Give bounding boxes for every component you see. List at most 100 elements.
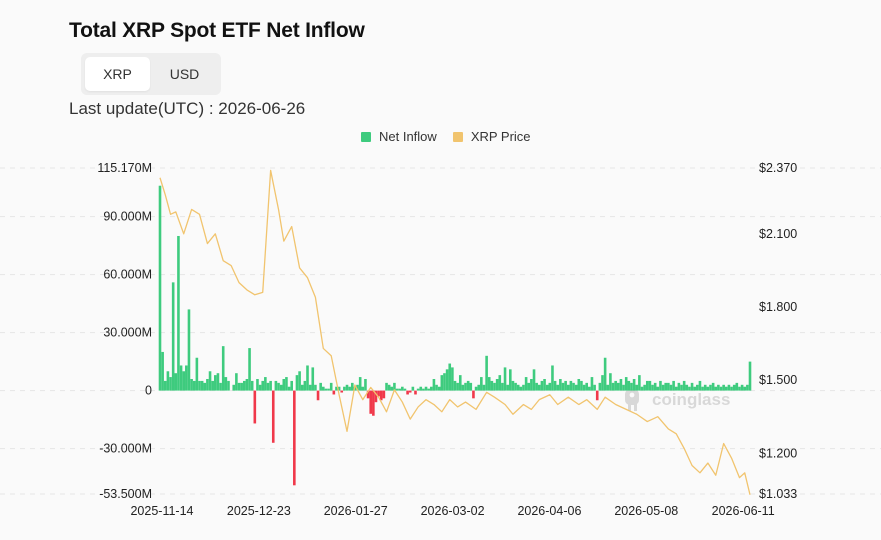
last-update-value: 2026-06-26 [218,99,306,118]
x-axis: 2025-11-14 2025-12-23 2026-01-27 2026-03-02… [130,504,774,518]
net-inflow-bar [585,382,588,391]
net-inflow-bar [403,388,407,391]
net-inflow-bar [411,386,415,391]
net-inflow-bar [343,386,346,391]
net-inflow-bar [537,384,541,391]
net-inflow-bar [572,382,575,391]
net-inflow-bar [522,384,525,391]
net-inflow-bar [603,357,607,391]
net-inflow-bar [458,375,462,391]
net-inflow-bar [690,382,694,391]
right-tick-label: $2.100 [759,227,797,241]
net-inflow-bar [527,382,531,391]
net-inflow-bar [577,379,581,391]
net-inflow-bar [382,390,386,399]
net-inflow-bar [688,386,691,391]
net-inflow-bar [469,382,473,391]
x-tick-label: 2026-06-11 [712,504,775,518]
net-inflow-bar [219,382,222,391]
net-inflow-bar [211,380,214,391]
legend-xrp-price[interactable]: XRP Price [452,129,531,144]
net-inflow-bar [192,380,196,391]
net-inflow-bar [622,384,625,391]
net-inflow-bar [732,384,736,391]
watermark: coinglass [625,389,730,411]
net-inflow-bar [361,386,365,391]
left-tick-label: 30.000M [103,326,152,340]
net-inflow-bar [340,390,344,393]
net-inflow-bar [311,367,315,391]
net-inflow-bar [619,379,623,391]
net-inflow-bar [161,351,164,391]
net-inflow-bar [501,382,504,391]
net-inflow-bar [385,382,388,391]
net-inflow-bar [437,386,441,391]
net-inflow-bar [256,379,259,391]
net-inflow-bar [443,373,446,391]
net-inflow-bar [416,388,420,391]
right-axis: $2.370 $2.100 $1.800 $1.500 $1.200 $1.033 [759,161,797,501]
net-inflow-bar [569,380,573,391]
watermark-text: coinglass [652,390,730,409]
net-inflow-bar [308,384,312,391]
net-inflow-bar [374,390,378,403]
net-inflow-bar [224,377,228,391]
net-inflow-bar [490,380,494,391]
net-inflow-bar [595,390,599,401]
net-inflow-bar [698,380,702,391]
net-inflow-bar [598,382,602,391]
net-inflow-bar [748,361,752,391]
net-inflow-bar [216,373,220,391]
net-inflow-bar [451,367,454,391]
net-inflow-bar [203,382,207,391]
net-inflow-bar [271,390,275,443]
net-inflow-bar [324,388,328,391]
net-inflow-bar [264,377,267,391]
left-tick-label: 60.000M [103,268,152,282]
net-inflow-bar [187,309,191,391]
net-inflow-bar [198,380,201,391]
net-inflow-bar [235,373,238,391]
net-inflow-bar [561,382,565,391]
net-inflow-bar [719,386,723,391]
net-inflow-bar [240,382,243,391]
legend-net-inflow-swatch [361,131,371,142]
net-inflow-bar [185,365,188,391]
net-inflow-bar [282,379,286,391]
net-inflow-bar [724,386,728,391]
net-inflow-bar [593,384,596,391]
net-inflow-bar [674,386,678,391]
net-inflow-bar [456,382,459,391]
net-inflow-bar [727,384,731,391]
net-inflow-bar [701,386,704,391]
net-inflow-bar [327,388,330,391]
toggle-xrp-button[interactable]: XRP [85,57,150,91]
net-inflow-bar [429,386,433,391]
net-inflow-bar [298,371,301,391]
net-inflow-bar [179,365,183,391]
net-inflow-bar [545,384,549,391]
net-inflow-bar [335,386,338,391]
net-inflow-bar [364,379,367,391]
net-inflow-bar [261,380,265,391]
net-inflow-bar [377,390,380,397]
net-inflow-bar [232,384,236,391]
net-inflow-bar [730,386,733,391]
net-inflow-bar [303,380,307,391]
net-inflow-bar [269,380,272,391]
toggle-usd-button[interactable]: USD [169,66,200,82]
net-inflow-bar [738,386,741,391]
net-inflow-bar [530,379,533,391]
net-inflow-bar [337,386,341,391]
net-inflow-bar [564,380,567,391]
legend: Net Inflow XRP Price [361,129,531,144]
legend-net-inflow[interactable]: Net Inflow [361,129,437,144]
net-inflow-bar [638,375,641,391]
net-inflow-bar [474,386,478,391]
left-tick-label: -30.000M [99,442,152,456]
net-inflow-bar [487,377,491,391]
net-inflow-bar [588,386,591,391]
net-inflow-bar [390,386,394,391]
net-inflow-bar [248,348,251,391]
right-tick-label: $1.200 [759,446,797,460]
